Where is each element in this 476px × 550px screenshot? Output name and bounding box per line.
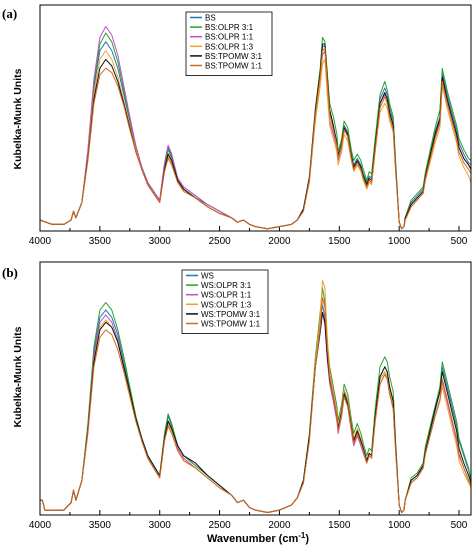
panel-a-series-lines: [39, 25, 472, 230]
x-tick-label: 3500: [89, 520, 112, 531]
legend-entry: WS: [201, 272, 214, 281]
panel-b-series-lines: [40, 279, 472, 513]
legend-entry: WS:OLPR 3:1: [201, 281, 252, 290]
panel-b: (b) Kubelka-Munk Units 4000 3500 3000 2500 2…: [2, 261, 472, 531]
x-tick-label: 3000: [149, 520, 172, 531]
x-axis-title-close: ): [305, 533, 309, 545]
panel-a-label: (a): [2, 6, 17, 21]
x-tick-label: 4000: [29, 520, 52, 531]
x-axis-title-superscript: -1: [298, 531, 306, 540]
series-line-bs-tpomw-1-1: [39, 47, 472, 230]
x-tick-label: 4000: [29, 236, 52, 247]
x-axis-title: Wavenumber (cm-1): [207, 531, 309, 545]
x-tick-label: 1500: [328, 520, 351, 531]
panel-b-x-ticks: 4000 3500 3000 2500 2000 1500 1000 500: [29, 510, 468, 531]
series-line-ws-tpomw-1-1: [40, 297, 472, 513]
x-tick-label: 3500: [89, 236, 112, 247]
legend-entry: BS:OLPR 1:1: [205, 33, 254, 42]
series-line-bs-olpr-1-3: [39, 50, 472, 230]
x-tick-label: 1000: [388, 520, 411, 531]
legend-entry: WS:OLPR 1:3: [201, 300, 252, 309]
series-line-ws-tpomw-3-1: [40, 312, 472, 513]
legend-entry: WS:TPOMW 3:1: [201, 310, 261, 319]
legend-entry: BS:OLPR 3:1: [205, 23, 254, 32]
panel-a-plot-frame: [39, 4, 472, 232]
legend-entry: WS:TPOMW 1:1: [201, 320, 261, 329]
series-line-bs-tpomw-3-1: [39, 43, 472, 230]
legend-entry: BS:TPOMW 3:1: [205, 52, 262, 61]
series-line-ws-olpr-1-1: [40, 312, 472, 513]
x-tick-label: 1000: [388, 236, 411, 247]
panel-b-plot-frame: [39, 261, 472, 516]
legend-entry: BS: [205, 14, 216, 23]
x-tick-label: 1500: [328, 236, 351, 247]
x-tick-label: 500: [451, 520, 468, 531]
legend-entry: BS:TPOMW 1:1: [205, 62, 262, 71]
x-tick-label: 500: [451, 236, 468, 247]
legend-entry: WS:OLPR 1:1: [201, 291, 252, 300]
panel-a-x-ticks: 4000 3500 3000 2500 2000 1500 1000 500: [29, 226, 468, 247]
panel-b-label: (b): [2, 265, 18, 280]
panel-a-ylabel: Kubelka-Munk Units: [12, 68, 24, 169]
legend-entry: BS:OLPR 1:3: [205, 42, 254, 51]
x-axis-title-text: Wavenumber (cm: [207, 533, 299, 545]
panel-b-ylabel: Kubelka-Munk Units: [12, 326, 24, 427]
x-tick-label: 2000: [268, 236, 291, 247]
x-tick-label: 2500: [208, 520, 231, 531]
panel-a: (a) Kubelka-Munk Units 4000 3500 3000 2500 2…: [2, 4, 472, 247]
series-line-ws: [40, 304, 472, 513]
x-tick-label: 2500: [208, 236, 231, 247]
x-tick-label: 2000: [268, 520, 291, 531]
x-tick-label: 3000: [149, 236, 172, 247]
